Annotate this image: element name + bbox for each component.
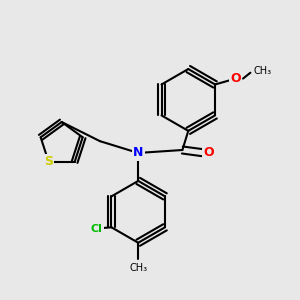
Text: N: N (133, 146, 143, 159)
Text: CH₃: CH₃ (129, 263, 147, 273)
Text: O: O (230, 72, 241, 85)
Text: S: S (44, 155, 53, 169)
Text: Cl: Cl (91, 224, 103, 234)
Text: CH₃: CH₃ (253, 66, 272, 76)
Text: O: O (204, 146, 214, 159)
